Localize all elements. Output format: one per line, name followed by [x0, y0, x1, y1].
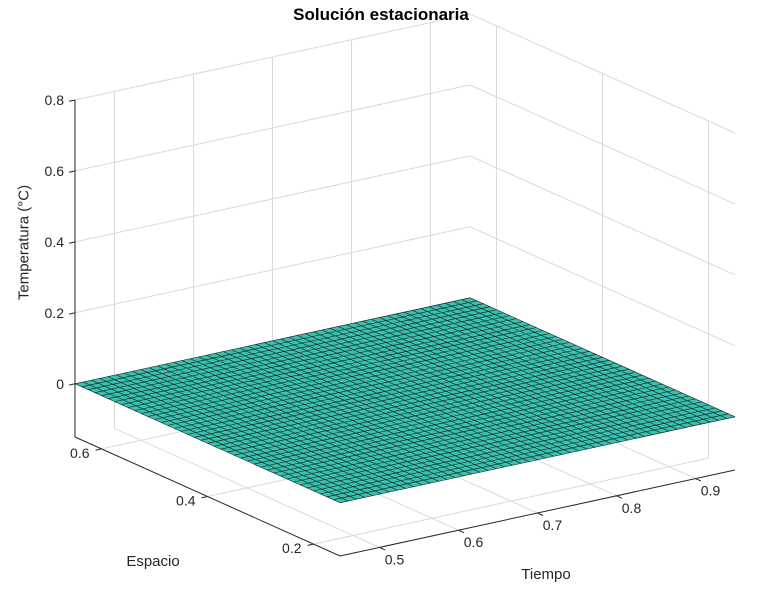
- y-tick-label: 0.2: [282, 540, 302, 556]
- z-tick-label: 0: [56, 376, 64, 392]
- chart-title: Solución estacionaria: [293, 5, 469, 24]
- z-axis-label: Temperatura (°C): [15, 184, 33, 301]
- z-tick-label: 0.8: [45, 92, 65, 108]
- z-tick-label: 0.2: [45, 305, 65, 321]
- x-tick-label: 0.9: [701, 483, 721, 499]
- y-axis-label: Espacio: [126, 553, 180, 570]
- x-tick-label: 0.6: [464, 534, 484, 550]
- z-tick-label: 0.4: [45, 234, 65, 250]
- y-tick-label: 0.4: [176, 493, 196, 509]
- axis-tick-marks: [68, 99, 702, 551]
- x-tick-label: 0.7: [543, 517, 563, 533]
- z-tick-label: 0.6: [45, 163, 65, 179]
- surface-mesh: [74, 297, 736, 504]
- x-tick-label: 0.8: [622, 500, 642, 516]
- y-tick-label: 0.6: [70, 445, 90, 461]
- x-tick-label: 0.5: [385, 551, 405, 567]
- x-axis-label: Tiempo: [521, 566, 571, 583]
